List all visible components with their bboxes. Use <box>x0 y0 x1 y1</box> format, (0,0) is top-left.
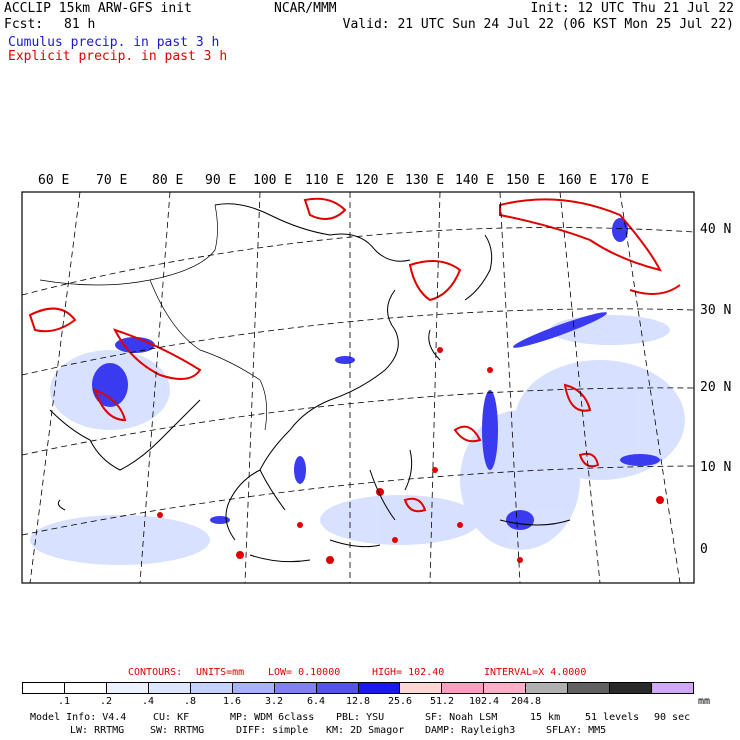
longitude-label: 130 E <box>405 173 445 188</box>
precip-colorbar <box>22 682 694 694</box>
footer-model-info: Model Info: V4.4 <box>30 712 127 723</box>
longitude-label: 90 E <box>205 173 237 188</box>
colorbar-unit: mm <box>698 696 711 707</box>
longitude-label: 70 E <box>96 173 128 188</box>
country-borders <box>39 204 267 431</box>
footer-levels: 51 levels <box>585 712 640 723</box>
longitude-label: 170 E <box>610 173 650 188</box>
explicit-contours <box>28 197 681 513</box>
graticule <box>21 191 695 584</box>
colorbar-tick-label: 51.2 <box>429 696 455 707</box>
colorbar-swatch <box>526 683 569 693</box>
model-title: ACCLIP 15km ARW-GFS init <box>4 1 192 16</box>
footer-sw: SW: RRTMG <box>150 725 205 736</box>
footer-resolution: 15 km <box>530 712 561 723</box>
colorbar-swatch <box>106 683 149 693</box>
footer-sf: SF: Noah LSM <box>425 712 498 723</box>
colorbar-tick-label: 1.6 <box>222 696 242 707</box>
longitude-label: 110 E <box>305 173 345 188</box>
colorbar-swatch <box>568 683 611 693</box>
colorbar-swatch <box>274 683 317 693</box>
legend-explicit: Explicit precip. in past 3 h <box>8 49 228 64</box>
footer-pbl: PBL: YSU <box>336 712 385 723</box>
colorbar-swatch <box>316 683 359 693</box>
cumulus-light <box>30 315 685 565</box>
colorbar-swatch <box>484 683 527 693</box>
colorbar-tick-label: 3.2 <box>264 696 284 707</box>
longitude-label: 120 E <box>355 173 395 188</box>
contours-interval: INTERVAL=X 4.0000 <box>484 667 587 678</box>
colorbar-swatch <box>23 683 65 693</box>
longitude-label: 80 E <box>152 173 184 188</box>
coastlines <box>49 203 571 563</box>
colorbar-tick-label: 6.4 <box>306 696 326 707</box>
legend-cumulus: Cumulus precip. in past 3 h <box>8 35 220 50</box>
footer-lw: LW: RRTMG <box>70 725 125 736</box>
colorbar-swatch <box>190 683 233 693</box>
colorbar-tick-label: 12.8 <box>345 696 371 707</box>
precip-map <box>21 191 695 584</box>
footer-cu: CU: KF <box>153 712 190 723</box>
organization-label: NCAR/MMM <box>274 1 337 16</box>
colorbar-swatch <box>358 683 401 693</box>
colorbar-swatch <box>442 683 485 693</box>
contours-high: HIGH= 102.40 <box>372 667 445 678</box>
colorbar-swatch <box>610 683 653 693</box>
longitude-label: 160 E <box>558 173 598 188</box>
footer-sflay: SFLAY: MM5 <box>546 725 607 736</box>
longitude-label: 150 E <box>506 173 546 188</box>
contours-label: CONTOURS: <box>128 667 183 678</box>
colorbar-tick-label: .4 <box>141 696 155 707</box>
footer-km: KM: 2D Smagor <box>326 725 405 736</box>
init-time: Init: 12 UTC Thu 21 Jul 22 <box>530 1 735 16</box>
latitude-label: 0 <box>700 542 708 557</box>
colorbar-swatch <box>64 683 107 693</box>
footer-timestep: 90 sec <box>654 712 691 723</box>
valid-time: Valid: 21 UTC Sun 24 Jul 22 (06 KST Mon … <box>342 17 734 32</box>
cumulus-strong <box>92 218 660 530</box>
colorbar-swatch <box>148 683 191 693</box>
colorbar-tick-label: .1 <box>57 696 71 707</box>
colorbar-swatch <box>652 683 693 693</box>
footer-damp: DAMP: Rayleigh3 <box>425 725 516 736</box>
explicit-spots <box>157 347 664 564</box>
colorbar-tick-label: 102.4 <box>468 696 500 707</box>
precip-fields <box>28 197 685 565</box>
forecast-hours: 81 h <box>64 17 96 32</box>
latitude-label: 30 N <box>700 303 732 318</box>
footer-diff: DIFF: simple <box>236 725 309 736</box>
colorbar-tick-label: 204.8 <box>510 696 542 707</box>
longitude-label: 60 E <box>38 173 70 188</box>
forecast-label: Fcst: <box>4 17 44 32</box>
colorbar-tick-label: .2 <box>99 696 113 707</box>
longitude-label: 140 E <box>455 173 495 188</box>
contours-low: LOW= 0.10000 <box>268 667 341 678</box>
contours-units: UNITS=mm <box>196 667 245 678</box>
colorbar-swatch <box>400 683 443 693</box>
latitude-label: 40 N <box>700 222 732 237</box>
colorbar-tick-label: 25.6 <box>387 696 413 707</box>
footer-mp: MP: WDM 6class <box>230 712 315 723</box>
latitude-label: 10 N <box>700 460 732 475</box>
longitude-label: 100 E <box>253 173 293 188</box>
latitude-label: 20 N <box>700 380 732 395</box>
colorbar-tick-label: .8 <box>183 696 197 707</box>
colorbar-swatch <box>232 683 275 693</box>
